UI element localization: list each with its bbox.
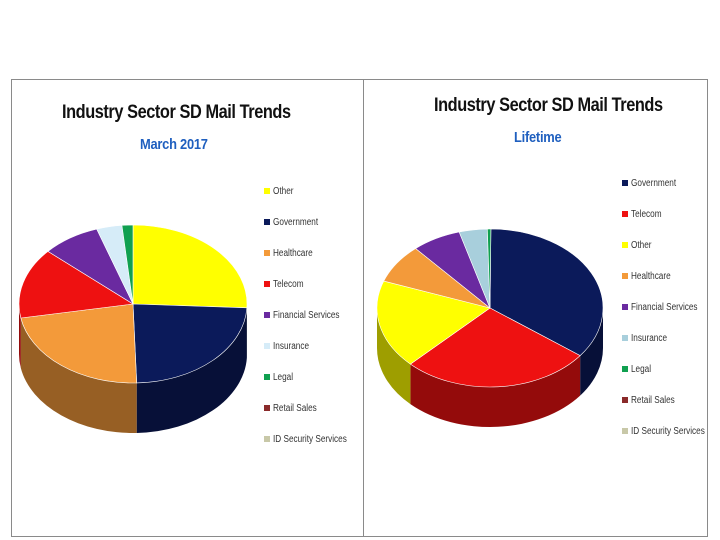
legend-swatch xyxy=(622,273,628,279)
legend-label: Insurance xyxy=(631,333,668,344)
pie-slice-legal xyxy=(487,228,492,309)
legend-swatch xyxy=(264,188,270,194)
chart-title: Industry Sector SD Mail Trends xyxy=(62,102,291,123)
legend-swatch xyxy=(264,343,270,349)
legend-item-financial-services: Financial Services xyxy=(264,310,363,341)
legend-label: Insurance xyxy=(273,341,310,352)
pie-side-healthcare xyxy=(20,317,137,433)
chart-panel-lifetime: Industry Sector SD Mail Trends Lifetime … xyxy=(363,79,708,537)
pie-side-government xyxy=(580,308,603,396)
legend-item-healthcare: Healthcare xyxy=(622,271,707,302)
legend-swatch xyxy=(622,211,628,217)
legend-swatch xyxy=(264,219,270,225)
legend-label: ID Security Services xyxy=(631,426,705,437)
pie-slice-other xyxy=(376,280,491,365)
pie-top xyxy=(376,228,604,388)
legend-label: Telecom xyxy=(631,209,662,220)
legend: Government Telecom Other Healthcare Financia… xyxy=(622,178,707,457)
pie-side-other xyxy=(377,308,411,405)
legend-swatch xyxy=(264,405,270,411)
legend-label: Legal xyxy=(631,364,652,375)
chart-title: Industry Sector SD Mail Trends xyxy=(434,95,663,116)
pie-slice-telecom xyxy=(410,307,581,388)
legend-item-financial-services: Financial Services xyxy=(622,302,707,333)
legend-label: Healthcare xyxy=(273,248,313,259)
legend-item-telecom: Telecom xyxy=(264,279,363,310)
legend-swatch xyxy=(264,281,270,287)
legend-item-retail-sales: Retail Sales xyxy=(622,395,707,426)
legend-label: Financial Services xyxy=(631,302,698,313)
legend-swatch xyxy=(622,242,628,248)
legend-label: Government xyxy=(273,217,319,228)
legend-label: Healthcare xyxy=(631,271,671,282)
legend-label: Retail Sales xyxy=(631,395,675,406)
legend-label: ID Security Services xyxy=(273,434,347,445)
pie-slice-government xyxy=(489,228,604,356)
legend-swatch xyxy=(622,304,628,310)
pie-slice-other xyxy=(132,224,248,309)
pie-chart-march-2017 xyxy=(18,224,248,433)
legend-item-insurance: Insurance xyxy=(264,341,363,372)
chart-panel-march-2017: Industry Sector SD Mail Trends March 201… xyxy=(11,79,364,537)
chart-subtitle: March 2017 xyxy=(140,136,208,153)
legend-item-other: Other xyxy=(622,240,707,271)
legend-swatch xyxy=(622,180,628,186)
pie-side-telecom xyxy=(410,355,581,427)
legend: Other Government Healthcare Telecom Financia… xyxy=(264,186,363,465)
legend-swatch xyxy=(622,335,628,341)
legend-item-healthcare: Healthcare xyxy=(264,248,363,279)
legend-swatch xyxy=(622,428,628,434)
legend-label: Government xyxy=(631,178,677,189)
legend-item-legal: Legal xyxy=(622,364,707,395)
pie-side-government xyxy=(136,307,247,433)
legend-swatch xyxy=(264,312,270,318)
legend-item-government: Government xyxy=(264,217,363,248)
legend-label: Other xyxy=(273,186,294,197)
pie-top xyxy=(18,224,248,384)
legend-label: Retail Sales xyxy=(273,403,317,414)
pie-slice-government xyxy=(132,303,248,384)
legend-item-telecom: Telecom xyxy=(622,209,707,240)
legend-swatch xyxy=(264,374,270,380)
legend-item-retail-sales: Retail Sales xyxy=(264,403,363,434)
legend-label: Telecom xyxy=(273,279,304,290)
legend-swatch xyxy=(264,436,270,442)
legend-item-id-security-services: ID Security Services xyxy=(622,426,707,457)
legend-item-legal: Legal xyxy=(264,372,363,403)
pie-slice-legal xyxy=(121,224,134,305)
pie-side-telecom xyxy=(19,304,21,368)
legend-label: Financial Services xyxy=(273,310,340,321)
legend-label: Legal xyxy=(273,372,294,383)
pie-side-wall xyxy=(377,308,603,427)
legend-item-insurance: Insurance xyxy=(622,333,707,364)
pie-slice-healthcare xyxy=(20,303,137,384)
legend-swatch xyxy=(622,397,628,403)
pie-chart-lifetime xyxy=(376,228,604,427)
legend-swatch xyxy=(264,250,270,256)
chart-subtitle: Lifetime xyxy=(514,129,562,146)
legend-swatch xyxy=(622,366,628,372)
pie-slice-telecom xyxy=(18,251,134,319)
legend-item-government: Government xyxy=(622,178,707,209)
legend-item-id-security-services: ID Security Services xyxy=(264,434,363,465)
legend-label: Other xyxy=(631,240,652,251)
pie-side-wall xyxy=(19,304,247,433)
legend-item-other: Other xyxy=(264,186,363,217)
